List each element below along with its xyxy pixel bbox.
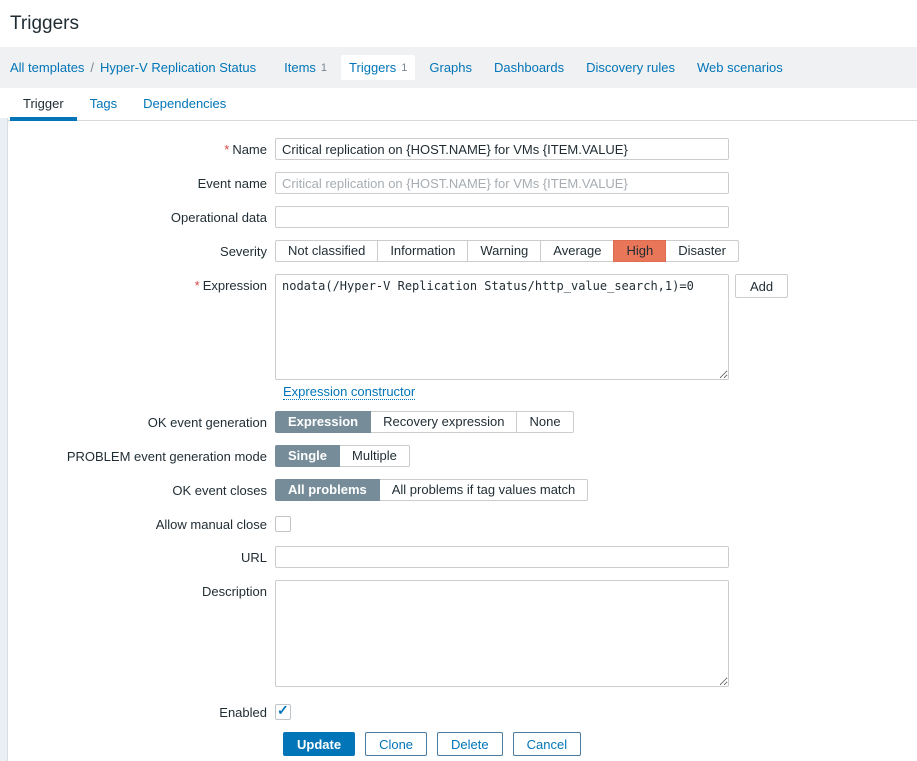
problem-event-generation-mode-group: Single Multiple xyxy=(275,445,410,467)
page-header: Triggers xyxy=(0,0,917,47)
checkmark-icon: ✓ xyxy=(277,702,289,718)
severity-information-button[interactable]: Information xyxy=(377,240,469,262)
allow-manual-close-checkbox[interactable] xyxy=(275,516,291,532)
delete-button[interactable]: Delete xyxy=(437,732,503,756)
url-row: URL xyxy=(0,546,917,568)
expression-add-button[interactable]: Add xyxy=(735,274,789,298)
update-button[interactable]: Update xyxy=(283,732,356,756)
event-name-input[interactable] xyxy=(275,172,729,194)
nav-item-items[interactable]: Items 1 xyxy=(284,60,328,75)
clone-button[interactable]: Clone xyxy=(365,732,428,756)
description-row: Description xyxy=(0,580,917,687)
expression-textarea[interactable]: nodata(/Hyper-V Replication Status/http_… xyxy=(275,274,729,380)
breadcrumb: All templates / Hyper-V Replication Stat… xyxy=(0,47,917,88)
tab-dependencies[interactable]: Dependencies xyxy=(143,96,227,111)
enabled-checkbox[interactable]: ✓ xyxy=(275,702,291,720)
url-label: URL xyxy=(240,550,267,565)
ok-event-generation-row: OK event generation Expression Recovery … xyxy=(0,411,917,433)
severity-disaster-button[interactable]: Disaster xyxy=(665,240,739,262)
ok-event-generation-recovery-expression-button[interactable]: Recovery expression xyxy=(370,411,518,433)
operational-data-row: Operational data xyxy=(0,206,917,228)
description-label: Description xyxy=(201,584,267,599)
ok-event-closes-all-problems-button[interactable]: All problems xyxy=(275,479,380,501)
ok-event-generation-label: OK event generation xyxy=(147,415,267,430)
name-input[interactable] xyxy=(275,138,729,160)
name-label: * Name xyxy=(224,142,267,157)
items-count-badge: 1 xyxy=(320,61,328,74)
severity-group: Not classified Information Warning Avera… xyxy=(275,240,739,262)
allow-manual-close-row: Allow manual close xyxy=(0,513,917,532)
severity-warning-button[interactable]: Warning xyxy=(467,240,542,262)
expression-constructor-link[interactable]: Expression constructor xyxy=(283,384,416,400)
severity-high-button[interactable]: High xyxy=(613,240,667,262)
required-marker: * xyxy=(194,278,200,293)
problem-mode-multiple-button[interactable]: Multiple xyxy=(339,445,410,467)
breadcrumb-all-templates-link[interactable]: All templates xyxy=(10,60,85,75)
nav-item-dashboards[interactable]: Dashboards xyxy=(494,60,565,75)
expression-label: * Expression xyxy=(194,278,267,293)
nav-item-graphs[interactable]: Graphs xyxy=(429,60,473,75)
content-left-edge xyxy=(0,118,8,761)
problem-mode-single-button[interactable]: Single xyxy=(275,445,341,467)
breadcrumb-host-link[interactable]: Hyper-V Replication Status xyxy=(100,60,257,75)
breadcrumb-separator: / xyxy=(90,60,95,75)
page-title: Triggers xyxy=(10,13,79,34)
ok-event-closes-tag-match-button[interactable]: All problems if tag values match xyxy=(378,479,589,501)
ok-event-closes-row: OK event closes All problems All problem… xyxy=(0,479,917,501)
expression-constructor-row: Expression constructor xyxy=(283,384,917,400)
enabled-label: Enabled xyxy=(219,705,267,720)
problem-event-generation-mode-label: PROBLEM event generation mode xyxy=(66,449,267,464)
trigger-form: *Name Event name Operational data Severi… xyxy=(0,121,917,756)
description-textarea[interactable] xyxy=(275,580,729,687)
nav-item-web-scenarios[interactable]: Web scenarios xyxy=(696,60,783,75)
tab-trigger[interactable]: Trigger xyxy=(10,88,77,121)
tab-tags[interactable]: Tags xyxy=(89,96,118,111)
allow-manual-close-label: Allow manual close xyxy=(155,517,267,532)
problem-event-generation-mode-row: PROBLEM event generation mode Single Mul… xyxy=(0,445,917,467)
event-name-row: Event name xyxy=(0,172,917,194)
template-nav: Items 1 Triggers 1 Graphs Dashboards Dis… xyxy=(276,55,797,80)
nav-item-discovery-rules[interactable]: Discovery rules xyxy=(586,60,675,75)
ok-event-generation-none-button[interactable]: None xyxy=(516,411,574,433)
ok-event-generation-group: Expression Recovery expression None xyxy=(275,411,574,433)
operational-data-input[interactable] xyxy=(275,206,729,228)
url-input[interactable] xyxy=(275,546,729,568)
severity-average-button[interactable]: Average xyxy=(540,240,615,262)
event-name-label: Event name xyxy=(197,176,267,191)
severity-row: Severity Not classified Information Warn… xyxy=(0,240,917,262)
ok-event-closes-label: OK event closes xyxy=(172,483,267,498)
severity-label: Severity xyxy=(220,244,267,259)
severity-not-classified-button[interactable]: Not classified xyxy=(275,240,379,262)
required-marker: * xyxy=(224,142,230,157)
triggers-count-badge: 1 xyxy=(401,61,408,74)
enabled-row: Enabled ✓ xyxy=(0,701,917,720)
nav-item-triggers[interactable]: Triggers 1 xyxy=(341,55,416,80)
cancel-button[interactable]: Cancel xyxy=(512,732,582,756)
form-footer: Update Clone Delete Cancel xyxy=(283,732,917,756)
expression-row: * Expression nodata(/Hyper-V Replication … xyxy=(0,274,917,380)
name-row: * Name xyxy=(0,138,917,160)
tab-bar: Trigger Tags Dependencies xyxy=(0,88,917,121)
operational-data-label: Operational data xyxy=(170,210,267,225)
ok-event-closes-group: All problems All problems if tag values … xyxy=(275,479,589,501)
ok-event-generation-expression-button[interactable]: Expression xyxy=(275,411,372,433)
